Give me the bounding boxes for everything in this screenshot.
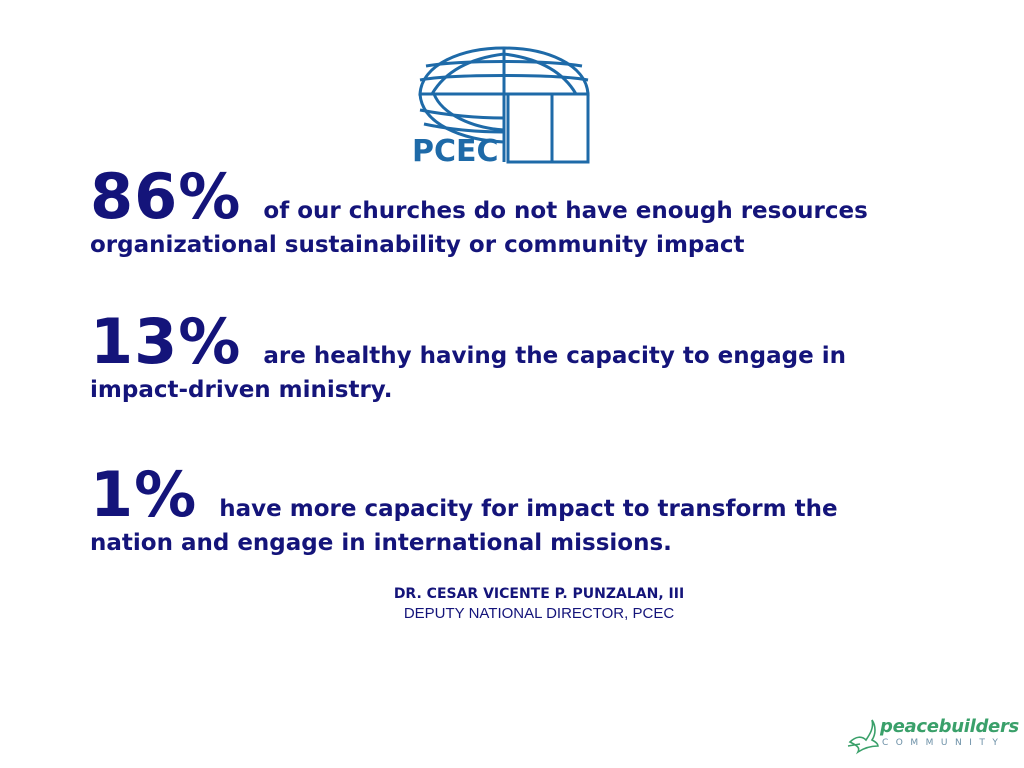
stat-continued-text: nation and engage in international missi… <box>90 530 672 556</box>
stat-86: 86% of our churches do not have enough re… <box>90 166 970 259</box>
stat-lead-text: of our churches do not have enough resou… <box>263 198 868 224</box>
stat-value: 86% <box>90 160 242 233</box>
pcec-logo: PCEC <box>412 44 596 166</box>
stat-value: 1% <box>90 458 198 531</box>
attribution: DR. CESAR VICENTE P. PUNZALAN, III DEPUT… <box>0 584 1024 624</box>
stat-continued-text: impact-driven ministry. <box>90 377 393 403</box>
pcec-globe-cross-icon: PCEC <box>412 46 590 166</box>
stat-continued-text: organizational sustainability or communi… <box>90 232 745 258</box>
peacebuilders-logo: peacebuilders COMMUNITY <box>846 716 1019 756</box>
stat-13: 13% are healthy having the capacity to en… <box>90 311 970 404</box>
community-word: COMMUNITY <box>882 738 1006 748</box>
attribution-role: DEPUTY NATIONAL DIRECTOR, PCEC <box>403 605 675 622</box>
stat-lead-text: are healthy having the capacity to engag… <box>263 343 846 369</box>
stat-1: 1% have more capacity for impact to trans… <box>90 464 970 557</box>
peacebuilders-word: peacebuilders <box>880 716 1019 737</box>
pcec-logo-text: PCEC <box>412 134 499 166</box>
dove-icon <box>847 719 879 755</box>
stat-lead-text: have more capacity for impact to transfo… <box>219 496 838 522</box>
attribution-name: DR. CESAR VICENTE P. PUNZALAN, III <box>393 586 685 602</box>
stat-value: 13% <box>90 305 242 378</box>
